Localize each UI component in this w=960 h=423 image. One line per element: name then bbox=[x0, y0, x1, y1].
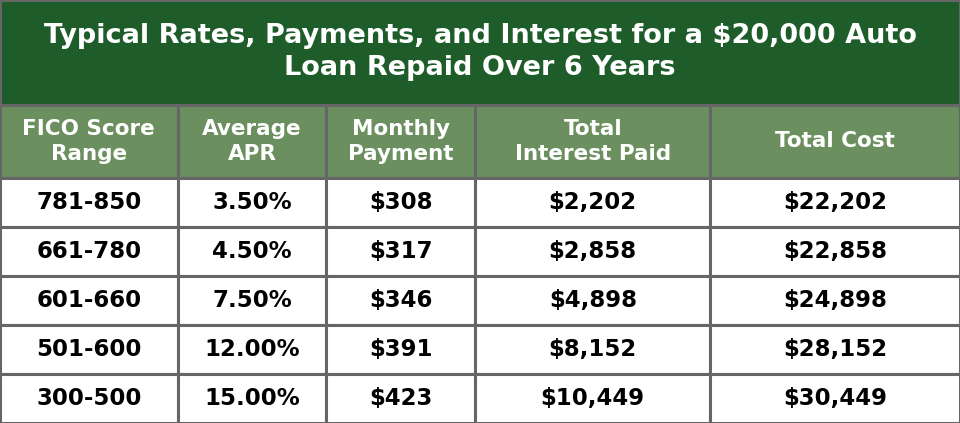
Bar bbox=[326, 227, 475, 276]
Bar bbox=[0, 276, 178, 325]
Bar bbox=[0, 178, 178, 227]
Bar bbox=[710, 105, 960, 178]
Bar bbox=[326, 374, 475, 423]
Text: 661-780: 661-780 bbox=[36, 240, 141, 263]
Text: 15.00%: 15.00% bbox=[204, 387, 300, 410]
Bar bbox=[178, 325, 326, 374]
Bar bbox=[710, 227, 960, 276]
Text: $2,202: $2,202 bbox=[549, 191, 636, 214]
Text: FICO Score
Range: FICO Score Range bbox=[22, 119, 156, 164]
Bar bbox=[475, 178, 710, 227]
Text: Typical Rates, Payments, and Interest for a $20,000 Auto
Loan Repaid Over 6 Year: Typical Rates, Payments, and Interest fo… bbox=[43, 23, 917, 82]
Text: 501-600: 501-600 bbox=[36, 338, 141, 361]
Text: $317: $317 bbox=[369, 240, 433, 263]
Text: $10,449: $10,449 bbox=[540, 387, 645, 410]
Bar bbox=[710, 374, 960, 423]
Text: 3.50%: 3.50% bbox=[212, 191, 292, 214]
Text: $24,898: $24,898 bbox=[783, 289, 887, 312]
Bar bbox=[178, 105, 326, 178]
Bar bbox=[475, 105, 710, 178]
Bar bbox=[475, 325, 710, 374]
Bar bbox=[0, 227, 178, 276]
Bar bbox=[0, 0, 960, 105]
Text: 601-660: 601-660 bbox=[36, 289, 141, 312]
Text: $28,152: $28,152 bbox=[783, 338, 887, 361]
Text: $346: $346 bbox=[369, 289, 433, 312]
Text: Monthly
Payment: Monthly Payment bbox=[348, 119, 453, 164]
Text: $2,858: $2,858 bbox=[549, 240, 636, 263]
Text: $391: $391 bbox=[369, 338, 433, 361]
Text: $8,152: $8,152 bbox=[549, 338, 636, 361]
Bar bbox=[326, 276, 475, 325]
Text: 300-500: 300-500 bbox=[36, 387, 141, 410]
Text: 781-850: 781-850 bbox=[36, 191, 141, 214]
Text: 12.00%: 12.00% bbox=[204, 338, 300, 361]
Bar bbox=[0, 325, 178, 374]
Text: $22,858: $22,858 bbox=[783, 240, 887, 263]
Bar bbox=[178, 227, 326, 276]
Bar bbox=[710, 276, 960, 325]
Bar bbox=[475, 374, 710, 423]
Text: $423: $423 bbox=[369, 387, 433, 410]
Bar bbox=[326, 178, 475, 227]
Text: $4,898: $4,898 bbox=[549, 289, 636, 312]
Text: $30,449: $30,449 bbox=[783, 387, 887, 410]
Bar bbox=[710, 325, 960, 374]
Bar bbox=[0, 374, 178, 423]
Text: Average
APR: Average APR bbox=[203, 119, 301, 164]
Bar bbox=[178, 374, 326, 423]
Bar bbox=[178, 276, 326, 325]
Text: 4.50%: 4.50% bbox=[212, 240, 292, 263]
Text: 7.50%: 7.50% bbox=[212, 289, 292, 312]
Text: $22,202: $22,202 bbox=[783, 191, 887, 214]
Text: $308: $308 bbox=[369, 191, 433, 214]
Bar bbox=[0, 105, 178, 178]
Bar bbox=[178, 178, 326, 227]
Bar bbox=[475, 276, 710, 325]
Text: Total Cost: Total Cost bbox=[776, 131, 895, 151]
Bar bbox=[710, 178, 960, 227]
Bar bbox=[475, 227, 710, 276]
Text: Total
Interest Paid: Total Interest Paid bbox=[515, 119, 671, 164]
Bar bbox=[326, 325, 475, 374]
Bar bbox=[326, 105, 475, 178]
